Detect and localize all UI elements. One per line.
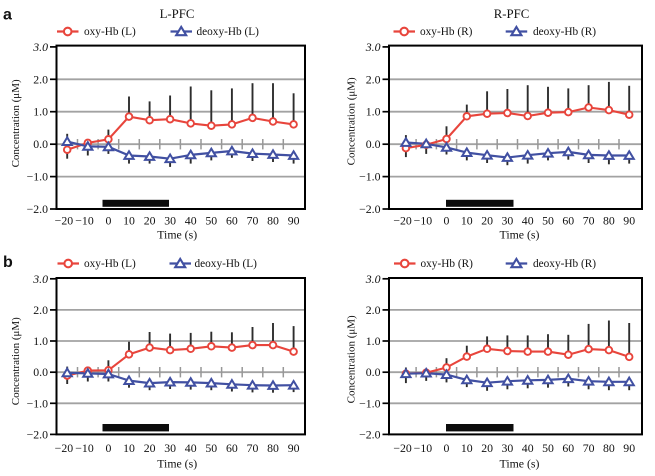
- svg-text:2.0: 2.0: [366, 303, 381, 317]
- svg-text:L-PFC: L-PFC: [160, 7, 195, 21]
- svg-text:oxy-Hb (L): oxy-Hb (L): [84, 26, 136, 38]
- svg-text:0.0: 0.0: [33, 137, 48, 151]
- svg-text:Concentration (μM): Concentration (μM): [10, 79, 22, 167]
- svg-text:30: 30: [164, 441, 176, 455]
- svg-text:−20: −20: [393, 441, 412, 455]
- svg-text:80: 80: [267, 441, 279, 455]
- svg-text:−10: −10: [75, 441, 94, 455]
- svg-text:−2.0: −2.0: [359, 427, 381, 441]
- svg-text:−1.0: −1.0: [359, 170, 381, 184]
- svg-text:80: 80: [603, 214, 615, 228]
- svg-text:deoxy-Hb (L): deoxy-Hb (L): [195, 258, 258, 270]
- svg-text:10: 10: [461, 441, 473, 455]
- svg-text:80: 80: [267, 214, 279, 228]
- svg-text:deoxy-Hb (R): deoxy-Hb (R): [533, 26, 596, 38]
- svg-text:deoxy-Hb (L): deoxy-Hb (L): [197, 26, 260, 38]
- svg-text:3.0: 3.0: [32, 272, 48, 286]
- svg-text:50: 50: [542, 441, 554, 455]
- svg-text:90: 90: [288, 441, 300, 455]
- svg-text:1.0: 1.0: [366, 334, 381, 348]
- svg-text:90: 90: [623, 441, 635, 455]
- svg-text:30: 30: [502, 441, 514, 455]
- svg-text:−1.0: −1.0: [27, 396, 49, 410]
- svg-text:Time (s): Time (s): [157, 228, 197, 242]
- svg-text:0: 0: [105, 214, 111, 228]
- svg-text:a: a: [3, 7, 12, 24]
- svg-text:3.0: 3.0: [365, 272, 381, 286]
- svg-text:3.0: 3.0: [32, 40, 48, 54]
- svg-text:20: 20: [144, 214, 156, 228]
- svg-text:0.0: 0.0: [366, 365, 381, 379]
- svg-text:oxy-Hb (R): oxy-Hb (R): [421, 258, 474, 270]
- svg-text:40: 40: [185, 441, 197, 455]
- svg-text:70: 70: [247, 441, 259, 455]
- svg-text:0.0: 0.0: [33, 365, 48, 379]
- svg-text:0.0: 0.0: [366, 137, 381, 151]
- svg-text:−20: −20: [55, 441, 74, 455]
- svg-text:50: 50: [205, 441, 217, 455]
- svg-text:60: 60: [562, 214, 574, 228]
- svg-text:Concentration (μM): Concentration (μM): [10, 317, 22, 405]
- svg-text:Time (s): Time (s): [500, 457, 540, 471]
- svg-text:30: 30: [164, 214, 176, 228]
- svg-text:50: 50: [542, 214, 554, 228]
- svg-text:0: 0: [444, 441, 450, 455]
- svg-text:oxy-Hb (L): oxy-Hb (L): [84, 258, 136, 270]
- svg-text:Concentration (μM): Concentration (μM): [346, 77, 358, 165]
- svg-text:−10: −10: [414, 441, 433, 455]
- svg-text:10: 10: [461, 214, 473, 228]
- svg-text:60: 60: [226, 441, 238, 455]
- svg-text:b: b: [3, 254, 13, 271]
- svg-text:2.0: 2.0: [33, 72, 48, 86]
- svg-text:40: 40: [522, 441, 534, 455]
- svg-text:−20: −20: [55, 214, 74, 228]
- svg-text:10: 10: [123, 441, 135, 455]
- svg-text:40: 40: [185, 214, 197, 228]
- svg-text:70: 70: [583, 214, 595, 228]
- svg-text:70: 70: [583, 441, 595, 455]
- svg-text:−10: −10: [75, 214, 94, 228]
- svg-text:30: 30: [502, 214, 514, 228]
- svg-text:20: 20: [144, 441, 156, 455]
- svg-text:60: 60: [226, 214, 238, 228]
- svg-text:2.0: 2.0: [366, 72, 381, 86]
- svg-text:10: 10: [123, 214, 135, 228]
- svg-text:1.0: 1.0: [33, 334, 48, 348]
- svg-text:50: 50: [205, 214, 217, 228]
- svg-text:deoxy-Hb (R): deoxy-Hb (R): [533, 258, 596, 270]
- svg-text:−20: −20: [393, 214, 412, 228]
- svg-text:90: 90: [288, 214, 300, 228]
- svg-text:20: 20: [481, 214, 493, 228]
- svg-text:3.0: 3.0: [365, 40, 381, 54]
- svg-text:Concentration (μM): Concentration (μM): [346, 315, 358, 403]
- svg-text:60: 60: [562, 441, 574, 455]
- svg-text:Time (s): Time (s): [500, 228, 540, 242]
- svg-text:−2.0: −2.0: [27, 427, 49, 441]
- svg-text:−2.0: −2.0: [359, 202, 381, 216]
- svg-text:0: 0: [444, 214, 450, 228]
- svg-text:−10: −10: [414, 214, 433, 228]
- svg-text:−1.0: −1.0: [27, 170, 49, 184]
- svg-text:20: 20: [481, 441, 493, 455]
- svg-text:1.0: 1.0: [33, 105, 48, 119]
- svg-text:70: 70: [247, 214, 259, 228]
- svg-text:2.0: 2.0: [33, 303, 48, 317]
- svg-text:40: 40: [522, 214, 534, 228]
- svg-text:oxy-Hb (R): oxy-Hb (R): [420, 26, 473, 38]
- svg-text:Time (s): Time (s): [157, 457, 197, 471]
- svg-text:80: 80: [603, 441, 615, 455]
- svg-text:−2.0: −2.0: [27, 202, 49, 216]
- svg-text:0: 0: [105, 441, 111, 455]
- svg-text:−1.0: −1.0: [359, 396, 381, 410]
- svg-text:1.0: 1.0: [366, 105, 381, 119]
- svg-text:R-PFC: R-PFC: [494, 7, 530, 21]
- svg-text:90: 90: [623, 214, 635, 228]
